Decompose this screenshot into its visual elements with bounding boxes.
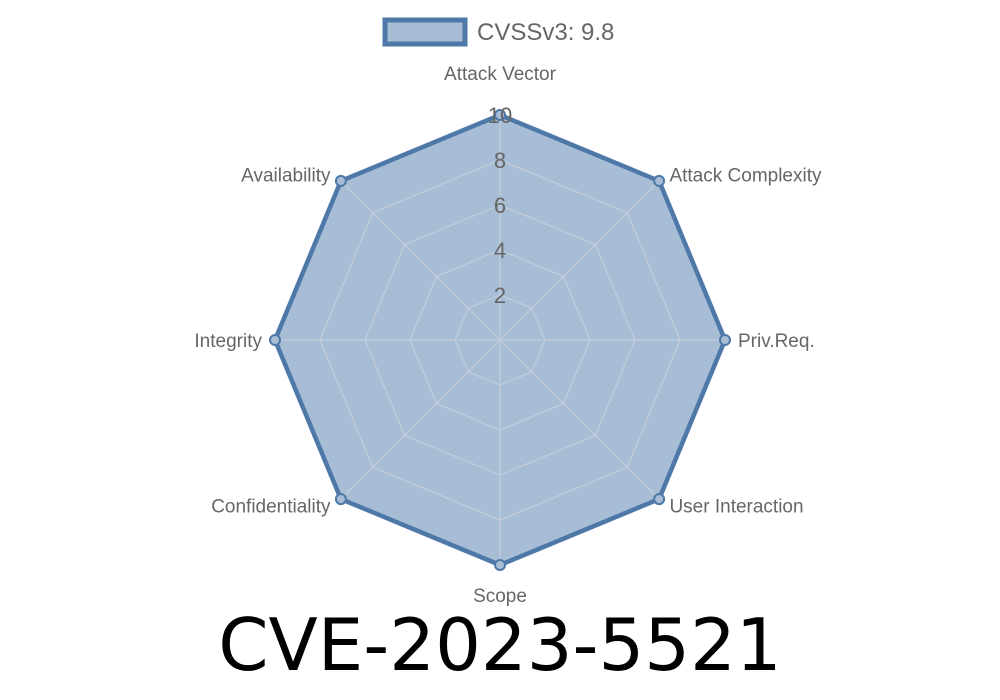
data-point <box>653 493 666 506</box>
axis-label: Integrity <box>194 331 262 352</box>
legend-swatch <box>382 17 468 47</box>
grid-spoke <box>340 180 501 341</box>
axis-label: Attack Vector <box>444 64 557 85</box>
data-point <box>334 174 347 187</box>
data-point <box>494 109 506 121</box>
axis-label: Confidentiality <box>211 496 331 517</box>
axis-label: Attack Complexity <box>669 166 822 187</box>
data-point <box>334 493 347 506</box>
legend-label: CVSSv3: 9.8 <box>477 19 614 46</box>
data-point <box>269 334 281 346</box>
grid-spoke <box>499 180 660 341</box>
grid-spoke <box>340 339 501 500</box>
axis-label: Priv.Req. <box>738 331 815 352</box>
tick-label: 10 <box>488 103 512 128</box>
cve-title: CVE-2023-5521 <box>218 603 782 687</box>
tick-label: 4 <box>494 238 506 263</box>
grid-spoke <box>499 339 660 500</box>
axis-label: Scope <box>473 586 527 607</box>
axis-label: User Interaction <box>669 496 803 517</box>
tick-label: 2 <box>494 283 506 308</box>
axis-label: Availability <box>241 166 331 187</box>
data-point <box>719 334 731 346</box>
data-point <box>494 559 506 571</box>
tick-label: 8 <box>494 148 506 173</box>
tick-label: 6 <box>494 193 506 218</box>
data-point <box>653 174 666 187</box>
